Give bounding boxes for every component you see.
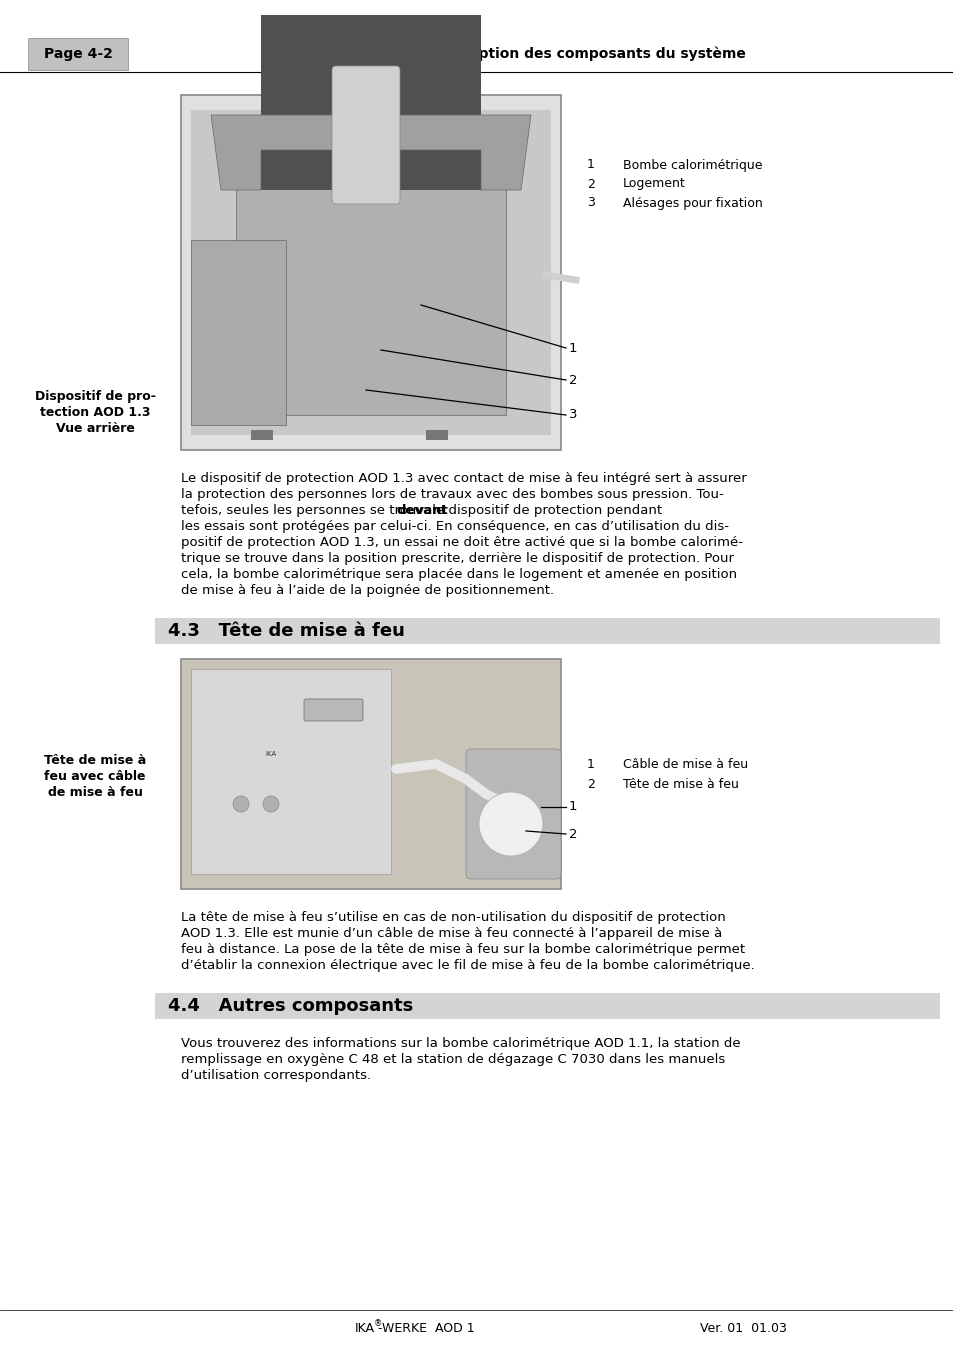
Text: tection AOD 1.3: tection AOD 1.3 bbox=[40, 407, 150, 419]
FancyBboxPatch shape bbox=[28, 38, 128, 70]
Text: Câble de mise à feu: Câble de mise à feu bbox=[622, 758, 747, 770]
Text: 1: 1 bbox=[586, 158, 595, 172]
Text: remplissage en oxygène C 48 et la station de dégazage C 7030 dans les manuels: remplissage en oxygène C 48 et la statio… bbox=[181, 1052, 724, 1066]
Text: 4 Description des composants du système: 4 Description des composants du système bbox=[415, 47, 744, 61]
Text: Page 4-2: Page 4-2 bbox=[44, 47, 112, 61]
FancyBboxPatch shape bbox=[181, 95, 560, 450]
Text: tefois, seules les personnes se trouvant: tefois, seules les personnes se trouvant bbox=[181, 504, 450, 517]
Text: 4.3   Tête de mise à feu: 4.3 Tête de mise à feu bbox=[168, 621, 404, 640]
Text: Tête de mise à: Tête de mise à bbox=[44, 754, 146, 767]
Text: 1: 1 bbox=[568, 342, 577, 354]
Text: le dispositif de protection pendant: le dispositif de protection pendant bbox=[427, 504, 661, 517]
FancyBboxPatch shape bbox=[304, 698, 363, 721]
Text: IKA: IKA bbox=[355, 1321, 375, 1335]
FancyBboxPatch shape bbox=[154, 617, 939, 644]
Circle shape bbox=[233, 796, 249, 812]
Text: les essais sont protégées par celui-ci. En conséquence, en cas d’utilisation du : les essais sont protégées par celui-ci. … bbox=[181, 520, 728, 534]
FancyBboxPatch shape bbox=[181, 659, 560, 889]
FancyBboxPatch shape bbox=[465, 748, 560, 880]
Text: IKA: IKA bbox=[265, 751, 276, 757]
Text: Vue arrière: Vue arrière bbox=[55, 422, 134, 435]
Text: Tête de mise à feu: Tête de mise à feu bbox=[622, 777, 739, 790]
FancyBboxPatch shape bbox=[235, 145, 505, 415]
Text: 2: 2 bbox=[586, 777, 595, 790]
Text: devant: devant bbox=[395, 504, 448, 517]
FancyBboxPatch shape bbox=[191, 240, 286, 426]
Text: d’utilisation correspondants.: d’utilisation correspondants. bbox=[181, 1069, 371, 1082]
Text: Dispositif de pro-: Dispositif de pro- bbox=[34, 390, 155, 403]
Text: de mise à feu à l’aide de la poignée de positionnement.: de mise à feu à l’aide de la poignée de … bbox=[181, 584, 554, 597]
Circle shape bbox=[478, 792, 542, 857]
Text: Alésages pour fixation: Alésages pour fixation bbox=[622, 196, 762, 209]
Text: 2: 2 bbox=[568, 828, 577, 840]
Text: 3: 3 bbox=[586, 196, 595, 209]
FancyBboxPatch shape bbox=[251, 430, 273, 440]
Polygon shape bbox=[211, 115, 531, 190]
Text: feu avec câble: feu avec câble bbox=[44, 770, 146, 784]
FancyBboxPatch shape bbox=[182, 661, 559, 888]
Circle shape bbox=[263, 796, 278, 812]
Text: 3: 3 bbox=[568, 408, 577, 422]
Text: la protection des personnes lors de travaux avec des bombes sous pression. Tou-: la protection des personnes lors de trav… bbox=[181, 488, 723, 501]
Text: trique se trouve dans la position prescrite, derrière le dispositif de protectio: trique se trouve dans la position prescr… bbox=[181, 553, 733, 565]
Text: -WERKE  AOD 1: -WERKE AOD 1 bbox=[377, 1321, 475, 1335]
FancyBboxPatch shape bbox=[191, 669, 391, 874]
Text: 1: 1 bbox=[586, 758, 595, 770]
Text: Logement: Logement bbox=[622, 177, 685, 190]
Text: 1: 1 bbox=[568, 801, 577, 813]
Text: d’établir la connexion électrique avec le fil de mise à feu de la bombe calorimé: d’établir la connexion électrique avec l… bbox=[181, 959, 754, 971]
Text: 2: 2 bbox=[568, 373, 577, 386]
FancyBboxPatch shape bbox=[191, 109, 551, 435]
Text: Ver. 01  01.03: Ver. 01 01.03 bbox=[700, 1321, 786, 1335]
FancyBboxPatch shape bbox=[154, 993, 939, 1019]
Text: AOD 1.3. Elle est munie d’un câble de mise à feu connecté à l’appareil de mise à: AOD 1.3. Elle est munie d’un câble de mi… bbox=[181, 927, 721, 940]
Text: de mise à feu: de mise à feu bbox=[48, 786, 142, 798]
FancyBboxPatch shape bbox=[332, 66, 399, 204]
FancyBboxPatch shape bbox=[426, 430, 448, 440]
Text: La tête de mise à feu s’utilise en cas de non-utilisation du dispositif de prote: La tête de mise à feu s’utilise en cas d… bbox=[181, 911, 725, 924]
Text: cela, la bombe calorimétrique sera placée dans le logement et amenée en position: cela, la bombe calorimétrique sera placé… bbox=[181, 567, 737, 581]
Text: 4.4   Autres composants: 4.4 Autres composants bbox=[168, 997, 413, 1015]
Text: 2: 2 bbox=[586, 177, 595, 190]
Text: Bombe calorimétrique: Bombe calorimétrique bbox=[622, 158, 761, 172]
Text: Vous trouverez des informations sur la bombe calorimétrique AOD 1.1, la station : Vous trouverez des informations sur la b… bbox=[181, 1038, 740, 1050]
Text: Le dispositif de protection AOD 1.3 avec contact de mise à feu intégré sert à as: Le dispositif de protection AOD 1.3 avec… bbox=[181, 471, 746, 485]
FancyBboxPatch shape bbox=[261, 15, 480, 190]
Text: ®: ® bbox=[374, 1320, 382, 1328]
Text: feu à distance. La pose de la tête de mise à feu sur la bombe calorimétrique per: feu à distance. La pose de la tête de mi… bbox=[181, 943, 744, 957]
Text: positif de protection AOD 1.3, un essai ne doit être activé que si la bombe calo: positif de protection AOD 1.3, un essai … bbox=[181, 536, 742, 549]
